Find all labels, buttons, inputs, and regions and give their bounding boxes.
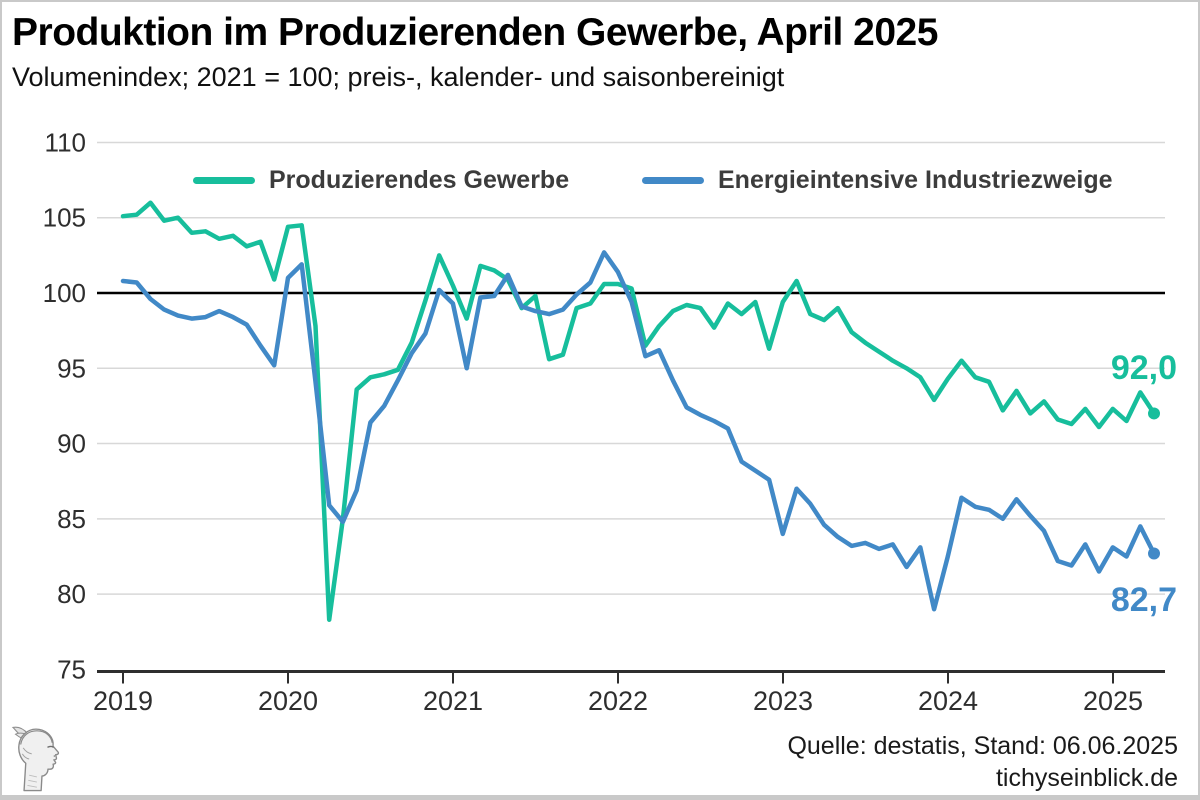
site-credit: tichyseinblick.de <box>995 764 1178 792</box>
x-tick-label-2024: 2024 <box>918 686 978 716</box>
legend-swatch-green <box>193 176 255 184</box>
y-tick-label-90: 90 <box>57 429 86 459</box>
page-subtitle: Volumenindex; 2021 = 100; preis-, kalend… <box>12 62 785 92</box>
y-tick-label-110: 110 <box>45 127 86 157</box>
y-tick-label-95: 95 <box>57 353 86 383</box>
hermes-head-icon <box>11 726 60 792</box>
legend-swatch-blue <box>642 176 704 184</box>
source-note: Quelle: destatis, Stand: 06.06.2025 tich… <box>787 730 1178 794</box>
y-tick-label-75: 75 <box>57 654 86 684</box>
series-line-0 <box>120 200 1157 622</box>
x-tick-label-2023: 2023 <box>753 686 813 716</box>
y-tick-label-85: 85 <box>57 504 86 534</box>
legend: Produzierendes Gewerbe Energieintensive … <box>2 164 1198 196</box>
x-tick-label-2025: 2025 <box>1083 686 1143 716</box>
legend-label: Produzierendes Gewerbe <box>269 165 570 194</box>
legend-item-energieintensive-industriezweige: Energieintensive Industriezweige <box>642 164 1113 196</box>
y-tick-label-80: 80 <box>57 579 86 609</box>
legend-item-produzierendes-gewerbe: Produzierendes Gewerbe <box>193 164 569 196</box>
series-end-dot-0 <box>1148 407 1161 420</box>
x-tick-label-2022: 2022 <box>588 686 648 716</box>
y-tick-label-105: 105 <box>43 203 86 233</box>
page-title: Produktion im Produzierenden Gewerbe, Ap… <box>12 11 938 54</box>
x-tick-label-2019: 2019 <box>93 686 153 716</box>
x-tick-label-2021: 2021 <box>423 686 483 716</box>
source-line: Quelle: destatis, Stand: 06.06.2025 <box>787 732 1178 760</box>
series-end-dot-1 <box>1148 547 1161 560</box>
end-value-label-produzierendes-gewerbe: 92,0 <box>1110 349 1177 387</box>
series-line-1 <box>120 250 1157 612</box>
y-tick-label-100: 100 <box>43 278 86 308</box>
legend-label: Energieintensive Industriezweige <box>718 165 1113 194</box>
end-value-label-energieintensive: 82,7 <box>1110 581 1177 619</box>
x-tick-label-2020: 2020 <box>258 686 318 716</box>
